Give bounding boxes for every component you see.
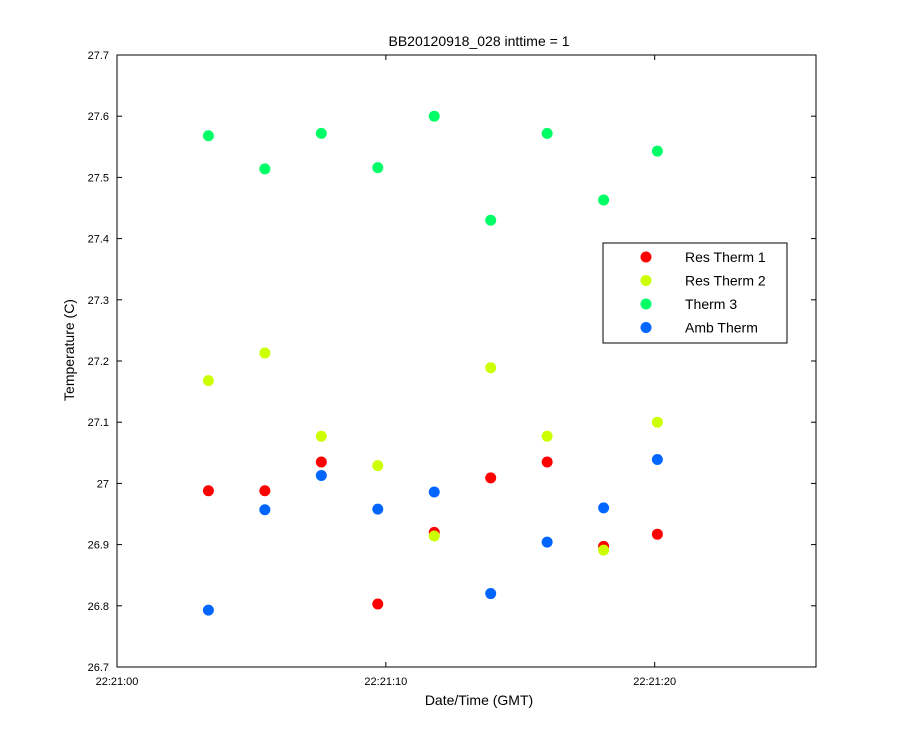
legend-marker — [640, 322, 652, 333]
chart-title: BB20120918_028 inttime = 1 — [389, 33, 570, 49]
data-point — [315, 469, 327, 481]
data-point — [259, 504, 271, 516]
data-point — [598, 544, 610, 556]
data-point — [202, 130, 214, 142]
y-axis: 26.7 26.8 26.9 27 27.1 27.2 27.3 27.4 27.5 27.6 27… — [88, 50, 816, 674]
y-tick-label: 27 — [97, 478, 109, 490]
y-tick-label: 27.6 — [88, 111, 109, 123]
data-point — [202, 375, 214, 387]
legend-box — [602, 242, 788, 344]
data-point — [315, 456, 327, 468]
y-tick-label: 26.7 — [88, 662, 109, 674]
data-point — [428, 530, 440, 542]
data-point — [315, 127, 327, 139]
data-point — [598, 502, 610, 514]
series-4 — [202, 454, 663, 616]
legend-label: Res Therm 2 — [685, 273, 766, 289]
data-point — [428, 110, 440, 122]
data-point — [598, 194, 610, 206]
x-tick-label: 22:21:00 — [96, 676, 139, 688]
data-point — [372, 460, 384, 472]
data-point — [651, 145, 663, 157]
x-tick-label: 22:21:10 — [364, 676, 407, 688]
legend-marker — [640, 251, 652, 263]
data-point — [651, 454, 663, 466]
data-point — [372, 162, 384, 174]
plot-area — [116, 54, 817, 668]
y-tick-label: 27.5 — [88, 172, 109, 184]
data-point — [485, 588, 497, 600]
legend-label: Therm 3 — [685, 296, 737, 312]
data-point — [259, 347, 271, 359]
y-tick-label: 27.3 — [88, 295, 109, 307]
legend-label: Amb Therm — [685, 320, 758, 336]
data-point — [428, 486, 440, 498]
legend-marker — [640, 298, 652, 310]
x-axis: 22:21:00 22:21:10 22:21:20 — [96, 55, 676, 688]
data-point — [202, 485, 214, 497]
x-tick-label: 22:21:20 — [633, 676, 676, 688]
legend-label: Res Therm 1 — [685, 249, 766, 265]
data-point — [372, 598, 384, 610]
data-point — [315, 430, 327, 442]
data-point — [541, 456, 553, 468]
series-2 — [202, 347, 663, 556]
legend-marker — [640, 275, 652, 286]
data-point — [259, 163, 271, 175]
data-point — [485, 214, 497, 226]
data-point — [202, 604, 214, 616]
x-axis-title: Date/Time (GMT) — [425, 692, 533, 708]
y-axis-title: Temperature (C) — [61, 299, 77, 401]
y-tick-label: 26.9 — [88, 540, 109, 552]
data-point — [259, 485, 271, 497]
data-point — [485, 362, 497, 374]
y-tick-label: 27.1 — [88, 417, 109, 429]
y-tick-label: 26.8 — [88, 601, 109, 613]
data-point — [541, 127, 553, 139]
y-tick-label: 27.4 — [88, 234, 109, 246]
data-point — [541, 430, 553, 442]
data-point — [485, 472, 497, 484]
y-tick-label: 27.7 — [88, 50, 109, 62]
y-tick-label: 27.2 — [88, 356, 109, 368]
data-point — [541, 536, 553, 548]
data-point — [372, 503, 384, 515]
data-point — [651, 416, 663, 428]
series-3 — [202, 110, 663, 226]
data-points — [202, 110, 663, 616]
data-point — [651, 528, 663, 540]
legend: Res Therm 1 Res Therm 2 Therm 3 Amb Therm — [602, 242, 788, 344]
